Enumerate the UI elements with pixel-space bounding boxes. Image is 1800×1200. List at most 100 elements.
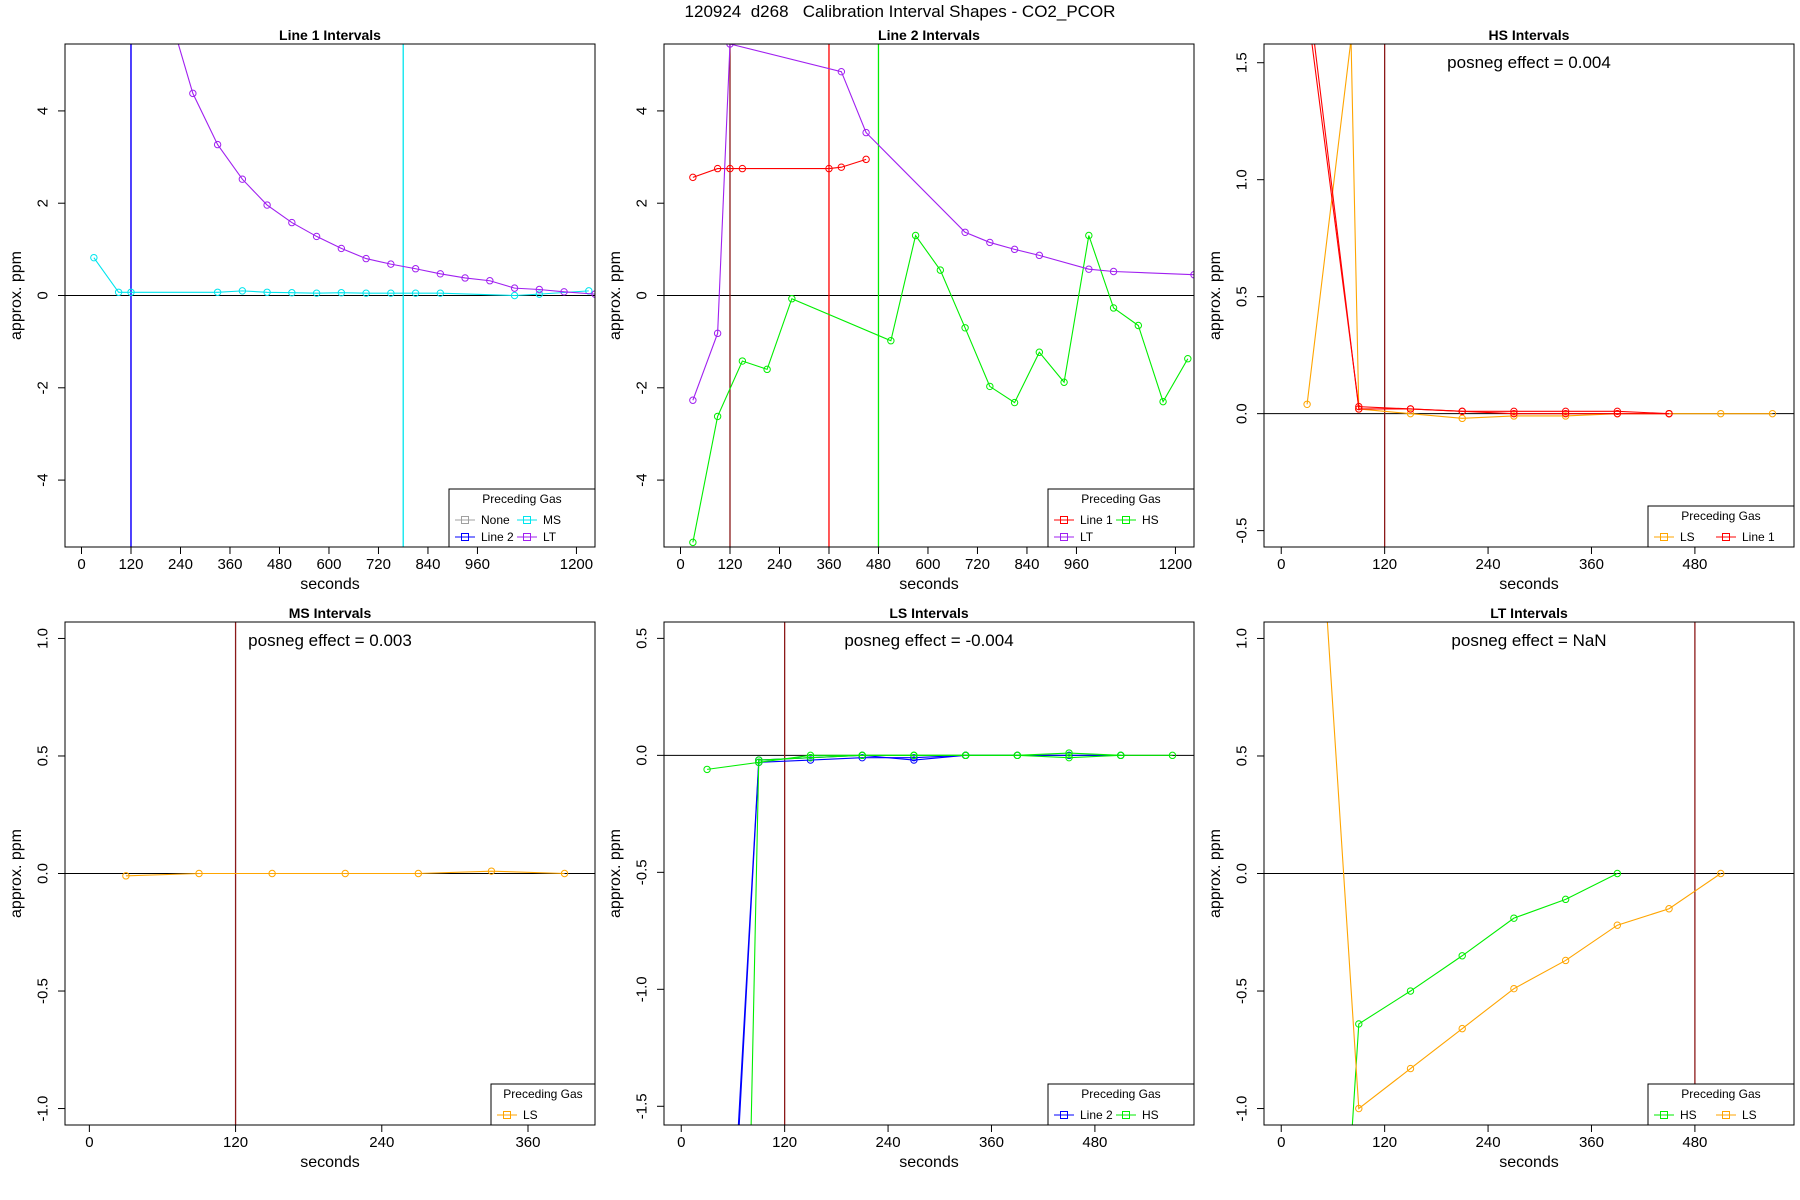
plot-frame [1263,43,1795,548]
legend-box [1047,1083,1195,1126]
data-point [337,289,346,297]
y-tick-label: 0.5 [35,746,52,767]
x-tick-label: 120 [118,556,143,573]
x-tick-label: 120 [717,556,742,573]
x-tick-label: 360 [979,1134,1004,1151]
y-tick-label: 0.0 [35,863,52,884]
data-point [312,232,321,241]
data-point [288,218,296,227]
data-point [1406,987,1415,995]
legend: Preceding Gas HS LS [1647,1083,1795,1126]
legend-swatch-marker [1122,516,1130,524]
y-tick-label: 0.5 [634,628,651,649]
series-line [692,234,1189,543]
data-point [1355,405,1363,413]
data-point [436,289,445,297]
data-point [486,277,494,285]
legend-entry-label: Line 1 [1080,513,1113,527]
data-point [806,753,815,762]
y-tick-label: 1.0 [35,628,52,649]
x-tick-label: 0 [1277,556,1285,573]
data-point [1349,1129,1355,1135]
data-point [726,44,734,48]
data-point [238,287,247,295]
data-point [189,89,197,98]
data-point [910,751,918,760]
data-point [689,173,697,182]
y-tick-label: 2 [634,199,651,207]
y-axis-label: approx. ppm [8,829,25,918]
series-line [1351,873,1618,1125]
data-point [1010,245,1019,254]
data-point [858,753,866,762]
data-point [1406,409,1415,418]
data-point [735,1126,741,1132]
plot-area [664,622,1194,1132]
data-point [1406,1064,1415,1073]
data-point [1613,869,1622,878]
data-point [1035,348,1044,356]
panel-5: LS Intervals 0 120 240 360 480 -1.5 -1.0 -0.5 0.0… [607,605,1195,1171]
data-point [1159,397,1167,406]
y-tick-label: 2 [35,199,52,207]
y-tick-label: 0.0 [1234,863,1251,884]
data-point [213,140,222,149]
x-tick-label: 600 [915,556,940,573]
x-tick-label: 240 [876,1134,901,1151]
x-tick-label: 240 [1476,1134,1501,1151]
x-tick-label: 960 [465,556,490,573]
data-point [127,288,135,296]
x-tick-label: 0 [77,556,85,573]
legend-entry-label: LS [1742,1108,1757,1122]
legend-entry-label: Line 1 [1742,530,1775,544]
data-point [1355,402,1363,411]
data-point [414,869,423,878]
series-line [750,752,1121,1125]
data-point [1065,753,1073,762]
series-line [738,754,1121,1125]
data-point [288,289,296,297]
legend: Preceding Gas LS [490,1083,596,1126]
panel-3: HS Intervals 0 120 240 360 480 -0.5 0.0 0.5 1.0 1.… [1207,27,1795,593]
data-point [1510,407,1518,416]
data-point [461,274,469,282]
panel-title: LT Intervals [1490,605,1568,621]
data-point [1613,409,1622,418]
data-point [1458,407,1466,416]
x-tick-label: 0 [677,1134,685,1151]
data-point [1190,271,1194,279]
data-point [1035,251,1044,260]
data-point [911,231,920,240]
y-tick-label: 0.5 [1234,746,1251,767]
series-line [1326,622,1722,1110]
series-line [692,44,1194,401]
x-tick-label: 120 [772,1134,797,1151]
x-tick-label: 240 [1476,556,1501,573]
data-point [986,382,994,391]
data-point [341,869,349,878]
x-tick-label: 0 [676,556,684,573]
data-point [387,260,395,268]
y-tick-label: -2 [634,381,651,394]
data-point [1613,921,1622,929]
y-tick-label: -0.5 [1234,978,1251,1004]
data-point [713,164,722,173]
data-point [1168,751,1177,760]
data-point [1348,36,1354,42]
data-point [195,869,203,878]
data-point [910,753,918,762]
plot-frame [663,43,1195,548]
y-axis-label: approx. ppm [607,829,624,918]
legend: Preceding Gas None MS Line 2 LT [448,488,596,548]
data-point [1355,1020,1363,1028]
series-line [1311,44,1670,415]
legend-swatch-marker [1660,533,1668,541]
legend-entry-label: Line 2 [481,530,514,544]
data-point [1109,304,1118,312]
data-point [411,265,420,273]
legend-swatch-marker [1060,533,1068,541]
legend-title: Preceding Gas [1681,509,1760,523]
data-point [213,288,222,296]
legend-swatch-marker [1722,533,1730,541]
